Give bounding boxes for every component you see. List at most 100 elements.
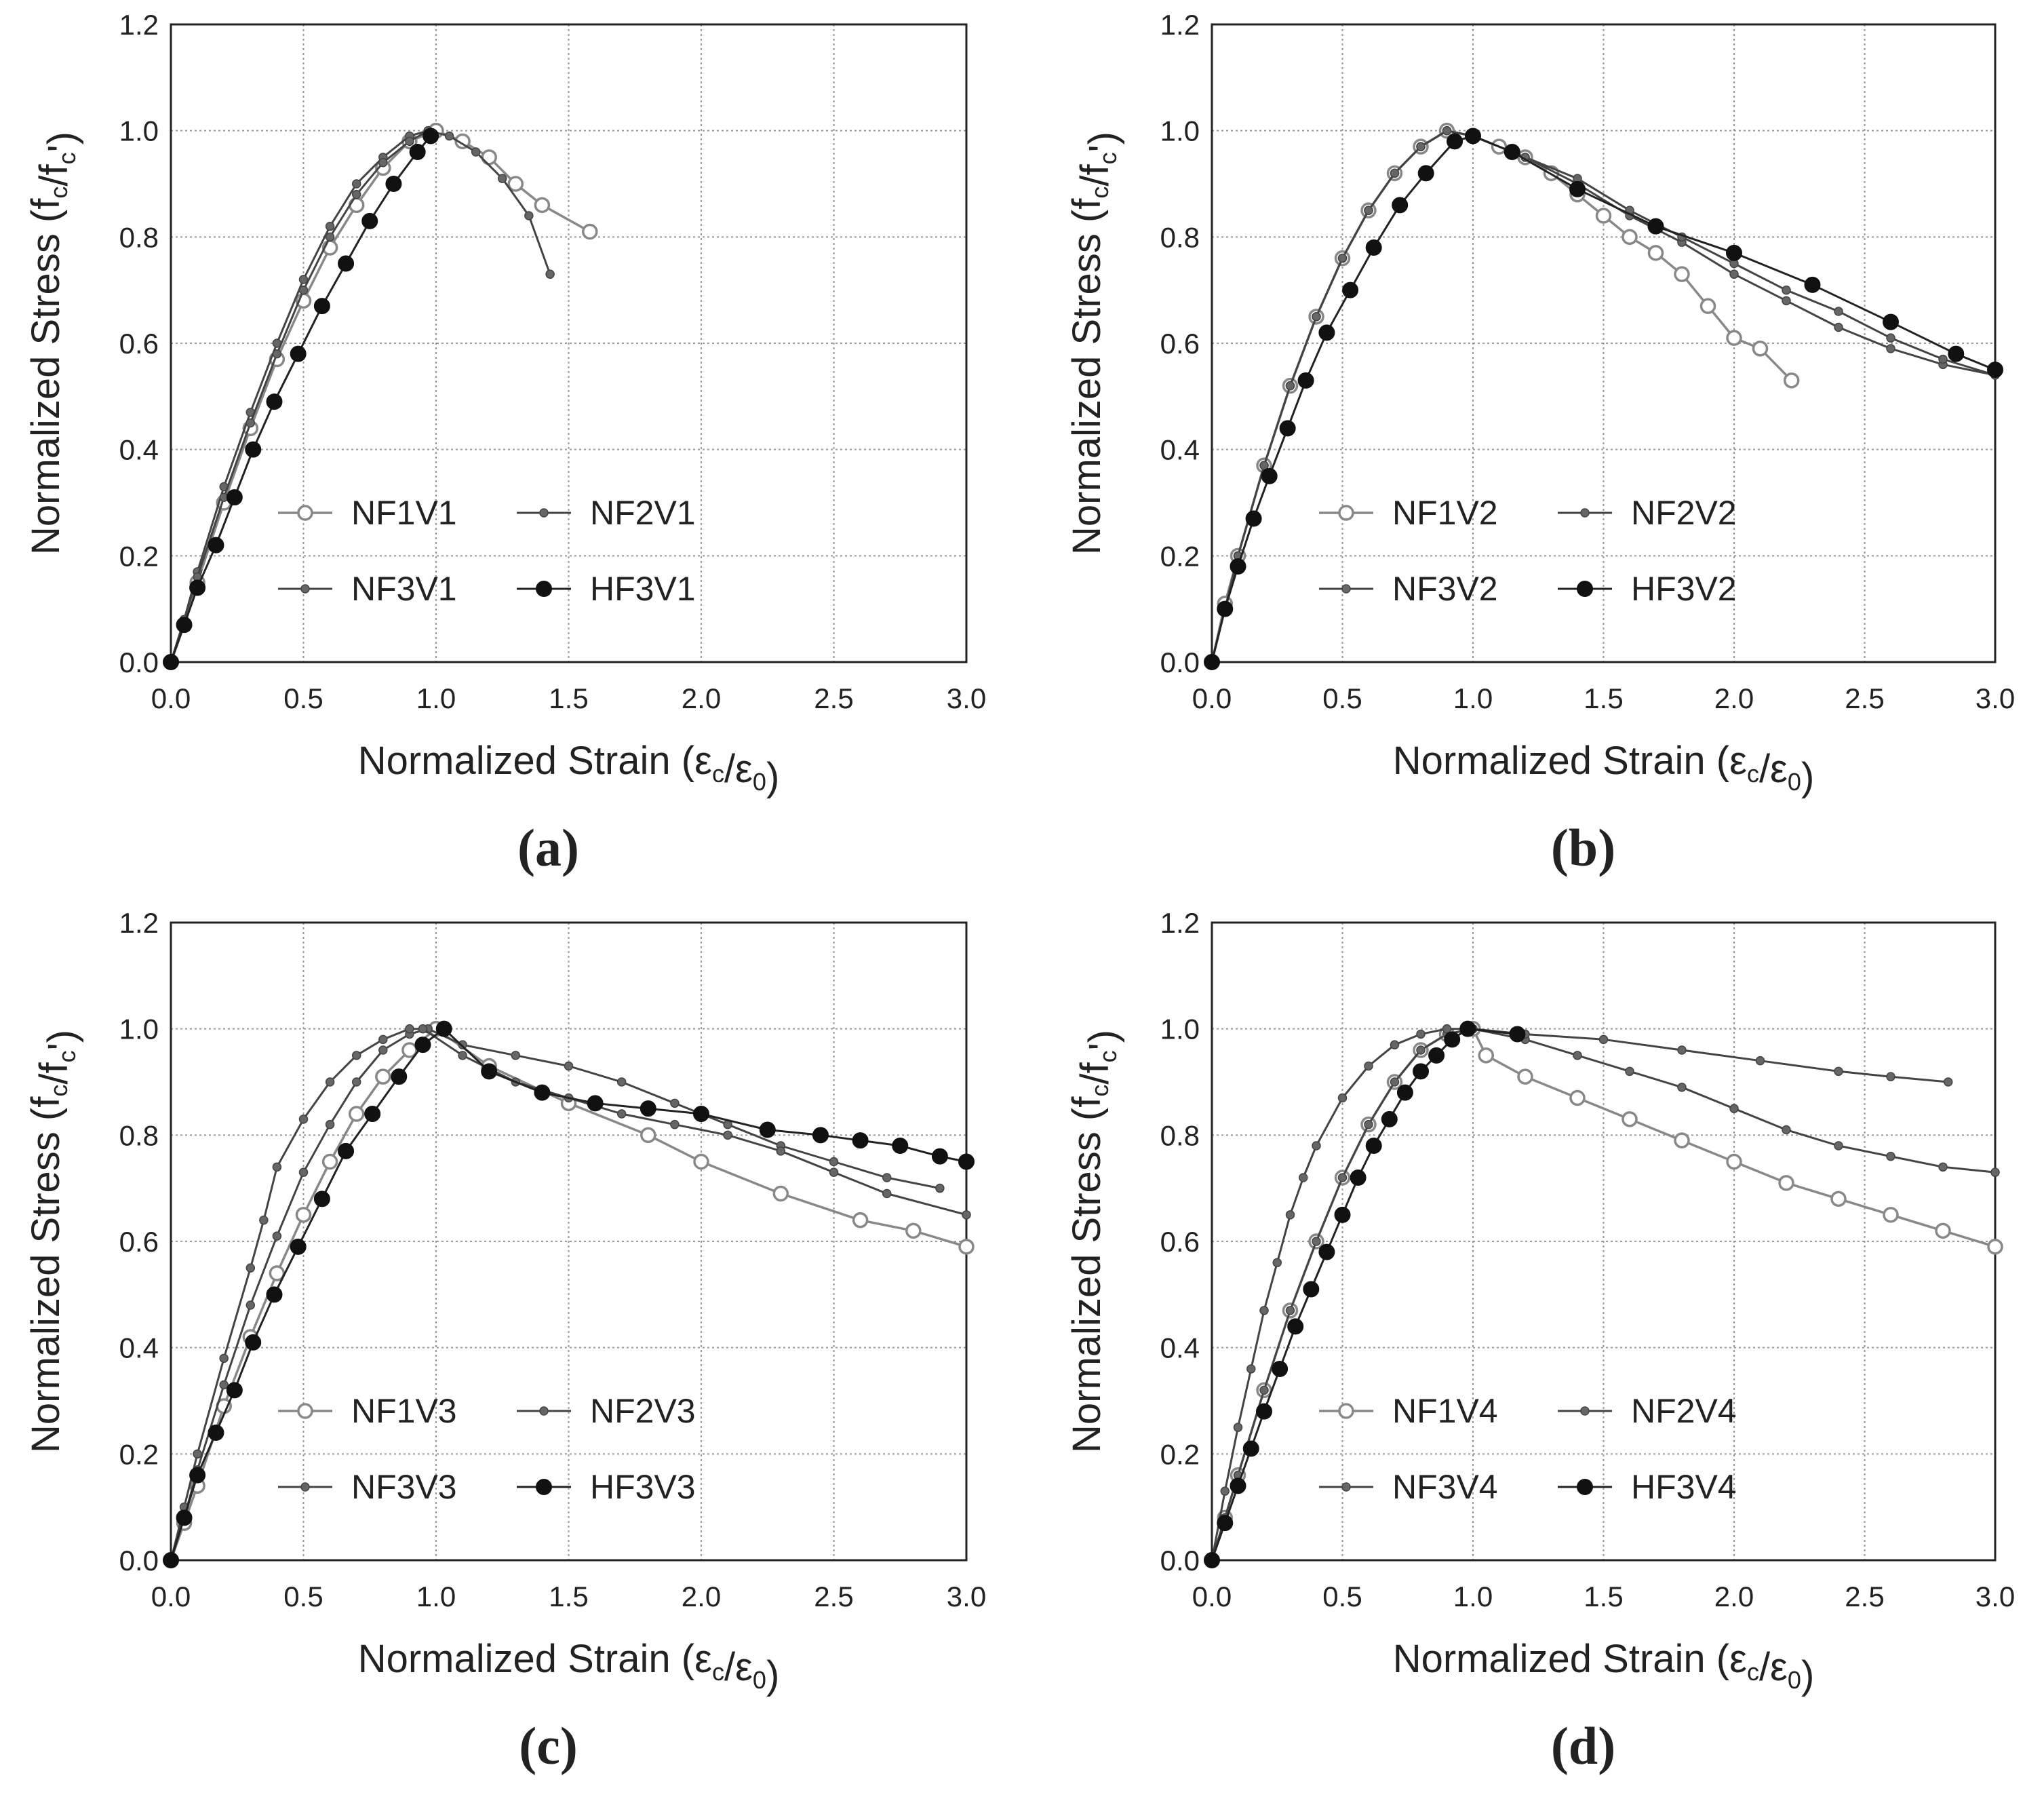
data-point-HF3V2 (1217, 600, 1234, 617)
legend-label: NF3V1 (351, 570, 457, 608)
data-point-HF3V2 (1465, 128, 1481, 144)
data-point-HF3V1 (409, 144, 426, 160)
data-point-NF2V3 (325, 1119, 335, 1129)
data-point-NF2V3 (378, 1045, 388, 1055)
data-point-HF3V3 (812, 1127, 829, 1144)
data-point-NF2V3 (458, 1040, 467, 1049)
data-point-NF2V3 (272, 1231, 282, 1241)
data-point-HF3V4 (1318, 1243, 1335, 1260)
data-point-HF3V2 (1342, 282, 1359, 298)
data-point-HF3V4 (1303, 1281, 1320, 1298)
data-point-NF2V3 (298, 1167, 309, 1177)
x-axis-label: Normalized Strain (εc/ε0) (1393, 1637, 1815, 1697)
data-point-HF3V1 (189, 579, 206, 596)
data-point-HF3V1 (163, 654, 179, 670)
data-point-NF3V1 (298, 285, 309, 295)
data-point-HF3V3 (391, 1068, 408, 1085)
data-point-NF2V2 (1834, 322, 1843, 332)
data-point-HF3V2 (1392, 197, 1409, 214)
y-tick-label: 1.0 (119, 115, 159, 147)
data-point-NF2V4 (1285, 1306, 1295, 1315)
data-point-HF3V2 (1804, 276, 1821, 293)
data-point-HF3V2 (1261, 467, 1278, 484)
data-point-NF1V3 (640, 1127, 656, 1144)
data-point-NF3V3 (418, 1024, 428, 1034)
x-axis-label: Normalized Strain (εc/ε0) (358, 1637, 780, 1697)
chart-panel-a: 0.0 0.5 1.0 1.5 2.0 2.5 3.0 0.0 0.2 0.4 0.6 0.8 1.0 1… (24, 9, 986, 877)
data-point-NF2V1 (444, 131, 454, 141)
data-point-NF1V1 (582, 223, 598, 240)
data-point-NF3V3 (245, 1263, 256, 1273)
legend: NF1V2 NF2V2 NF3V2 HF3V2 (1319, 494, 1737, 608)
data-point-HF3V2 (1647, 218, 1664, 235)
data-point-NF3V3 (616, 1109, 627, 1119)
data-point-legend-NF3V1 (300, 584, 310, 594)
data-point-NF2V1 (351, 179, 361, 189)
data-point-legend-NF3V3 (300, 1482, 310, 1492)
data-point-NF1V3 (321, 1153, 338, 1170)
data-point-NF3V2 (1259, 461, 1269, 470)
data-point-NF2V4 (1337, 1173, 1348, 1182)
legend-label: NF2V3 (590, 1392, 696, 1430)
x-tick-label: 2.0 (682, 682, 721, 714)
data-point-NF1V3 (348, 1106, 365, 1122)
y-tick-label: 0.8 (1160, 1119, 1200, 1151)
data-point-NF3V4 (1299, 1173, 1308, 1182)
data-point-NF3V4 (1337, 1093, 1348, 1103)
y-tick-label: 0.4 (119, 1332, 159, 1364)
legend-item-NF2V1: NF2V1 (517, 494, 696, 532)
data-point-NF3V4 (1834, 1066, 1843, 1077)
data-point-HF3V2 (1318, 324, 1335, 341)
legend-label: NF1V1 (351, 494, 457, 532)
legend: NF1V4 NF2V4 NF3V4 HF3V4 (1319, 1392, 1737, 1506)
data-point-NF3V1 (405, 136, 414, 147)
y-tick-label: 0.8 (119, 1119, 159, 1151)
y-axis-label: Normalized Stress (fc/fc') (1065, 132, 1125, 555)
data-point-legend-NF2V2 (1580, 508, 1590, 518)
x-tick-label: 1.5 (549, 682, 588, 714)
data-point-NF2V3 (245, 1300, 256, 1310)
panel-label: (a) (517, 818, 579, 877)
x-tick-label: 2.0 (682, 1581, 721, 1612)
y-axis-label: Normalized Stress (fc/fc') (1065, 1030, 1125, 1453)
y-axis-label: Normalized Stress (fc/fc') (24, 1030, 84, 1453)
data-point-NF3V3 (962, 1210, 971, 1220)
data-point-NF1V2 (1783, 372, 1800, 389)
data-point-HF3V3 (693, 1106, 709, 1122)
data-point-NF1V2 (1752, 341, 1769, 357)
y-tick-label: 0.6 (119, 328, 159, 360)
series-HF3V1 (163, 128, 439, 670)
data-point-NF2V3 (564, 1061, 574, 1071)
data-point-NF3V1 (325, 232, 335, 242)
data-point-NF2V4 (1834, 1141, 1843, 1150)
y-tick-label: 1.2 (1160, 907, 1200, 939)
data-point-HF3V3 (338, 1142, 355, 1159)
y-tick-label: 1.2 (119, 907, 159, 939)
data-point-legend-NF1V1 (297, 505, 313, 521)
data-point-NF3V3 (723, 1130, 732, 1140)
data-point-NF3V3 (259, 1215, 269, 1225)
data-point-NF3V4 (1259, 1306, 1269, 1315)
data-point-NF3V1 (245, 418, 256, 428)
data-point-HF3V4 (1350, 1169, 1367, 1186)
data-point-HF3V4 (1509, 1026, 1526, 1043)
data-point-NF1V1 (481, 149, 497, 166)
series-NF2V3 (166, 1024, 945, 1565)
data-point-NF3V4 (1416, 1029, 1426, 1039)
x-tick-label: 1.5 (549, 1581, 588, 1612)
data-point-HF3V3 (931, 1148, 948, 1165)
data-point-NF2V4 (1886, 1151, 1895, 1161)
data-point-legend-NF3V2 (1341, 584, 1351, 594)
data-point-NF2V1 (498, 174, 507, 183)
data-point-HF3V3 (534, 1084, 551, 1101)
x-tick-label: 1.0 (1453, 682, 1493, 714)
data-point-NF3V4 (1246, 1364, 1256, 1374)
chart-panel-b: 0.0 0.5 1.0 1.5 2.0 2.5 3.0 0.0 0.2 0.4 0.6 0.8 1.0 1… (1065, 9, 2015, 877)
x-tick-label: 2.5 (1845, 1581, 1884, 1612)
data-point-NF2V1 (471, 147, 481, 157)
data-point-NF1V1 (534, 197, 551, 214)
data-point-HF3V1 (313, 298, 330, 315)
x-tick-label: 0.5 (1322, 1581, 1362, 1612)
data-point-NF2V3 (935, 1183, 945, 1193)
data-point-HF3V4 (1459, 1020, 1476, 1037)
